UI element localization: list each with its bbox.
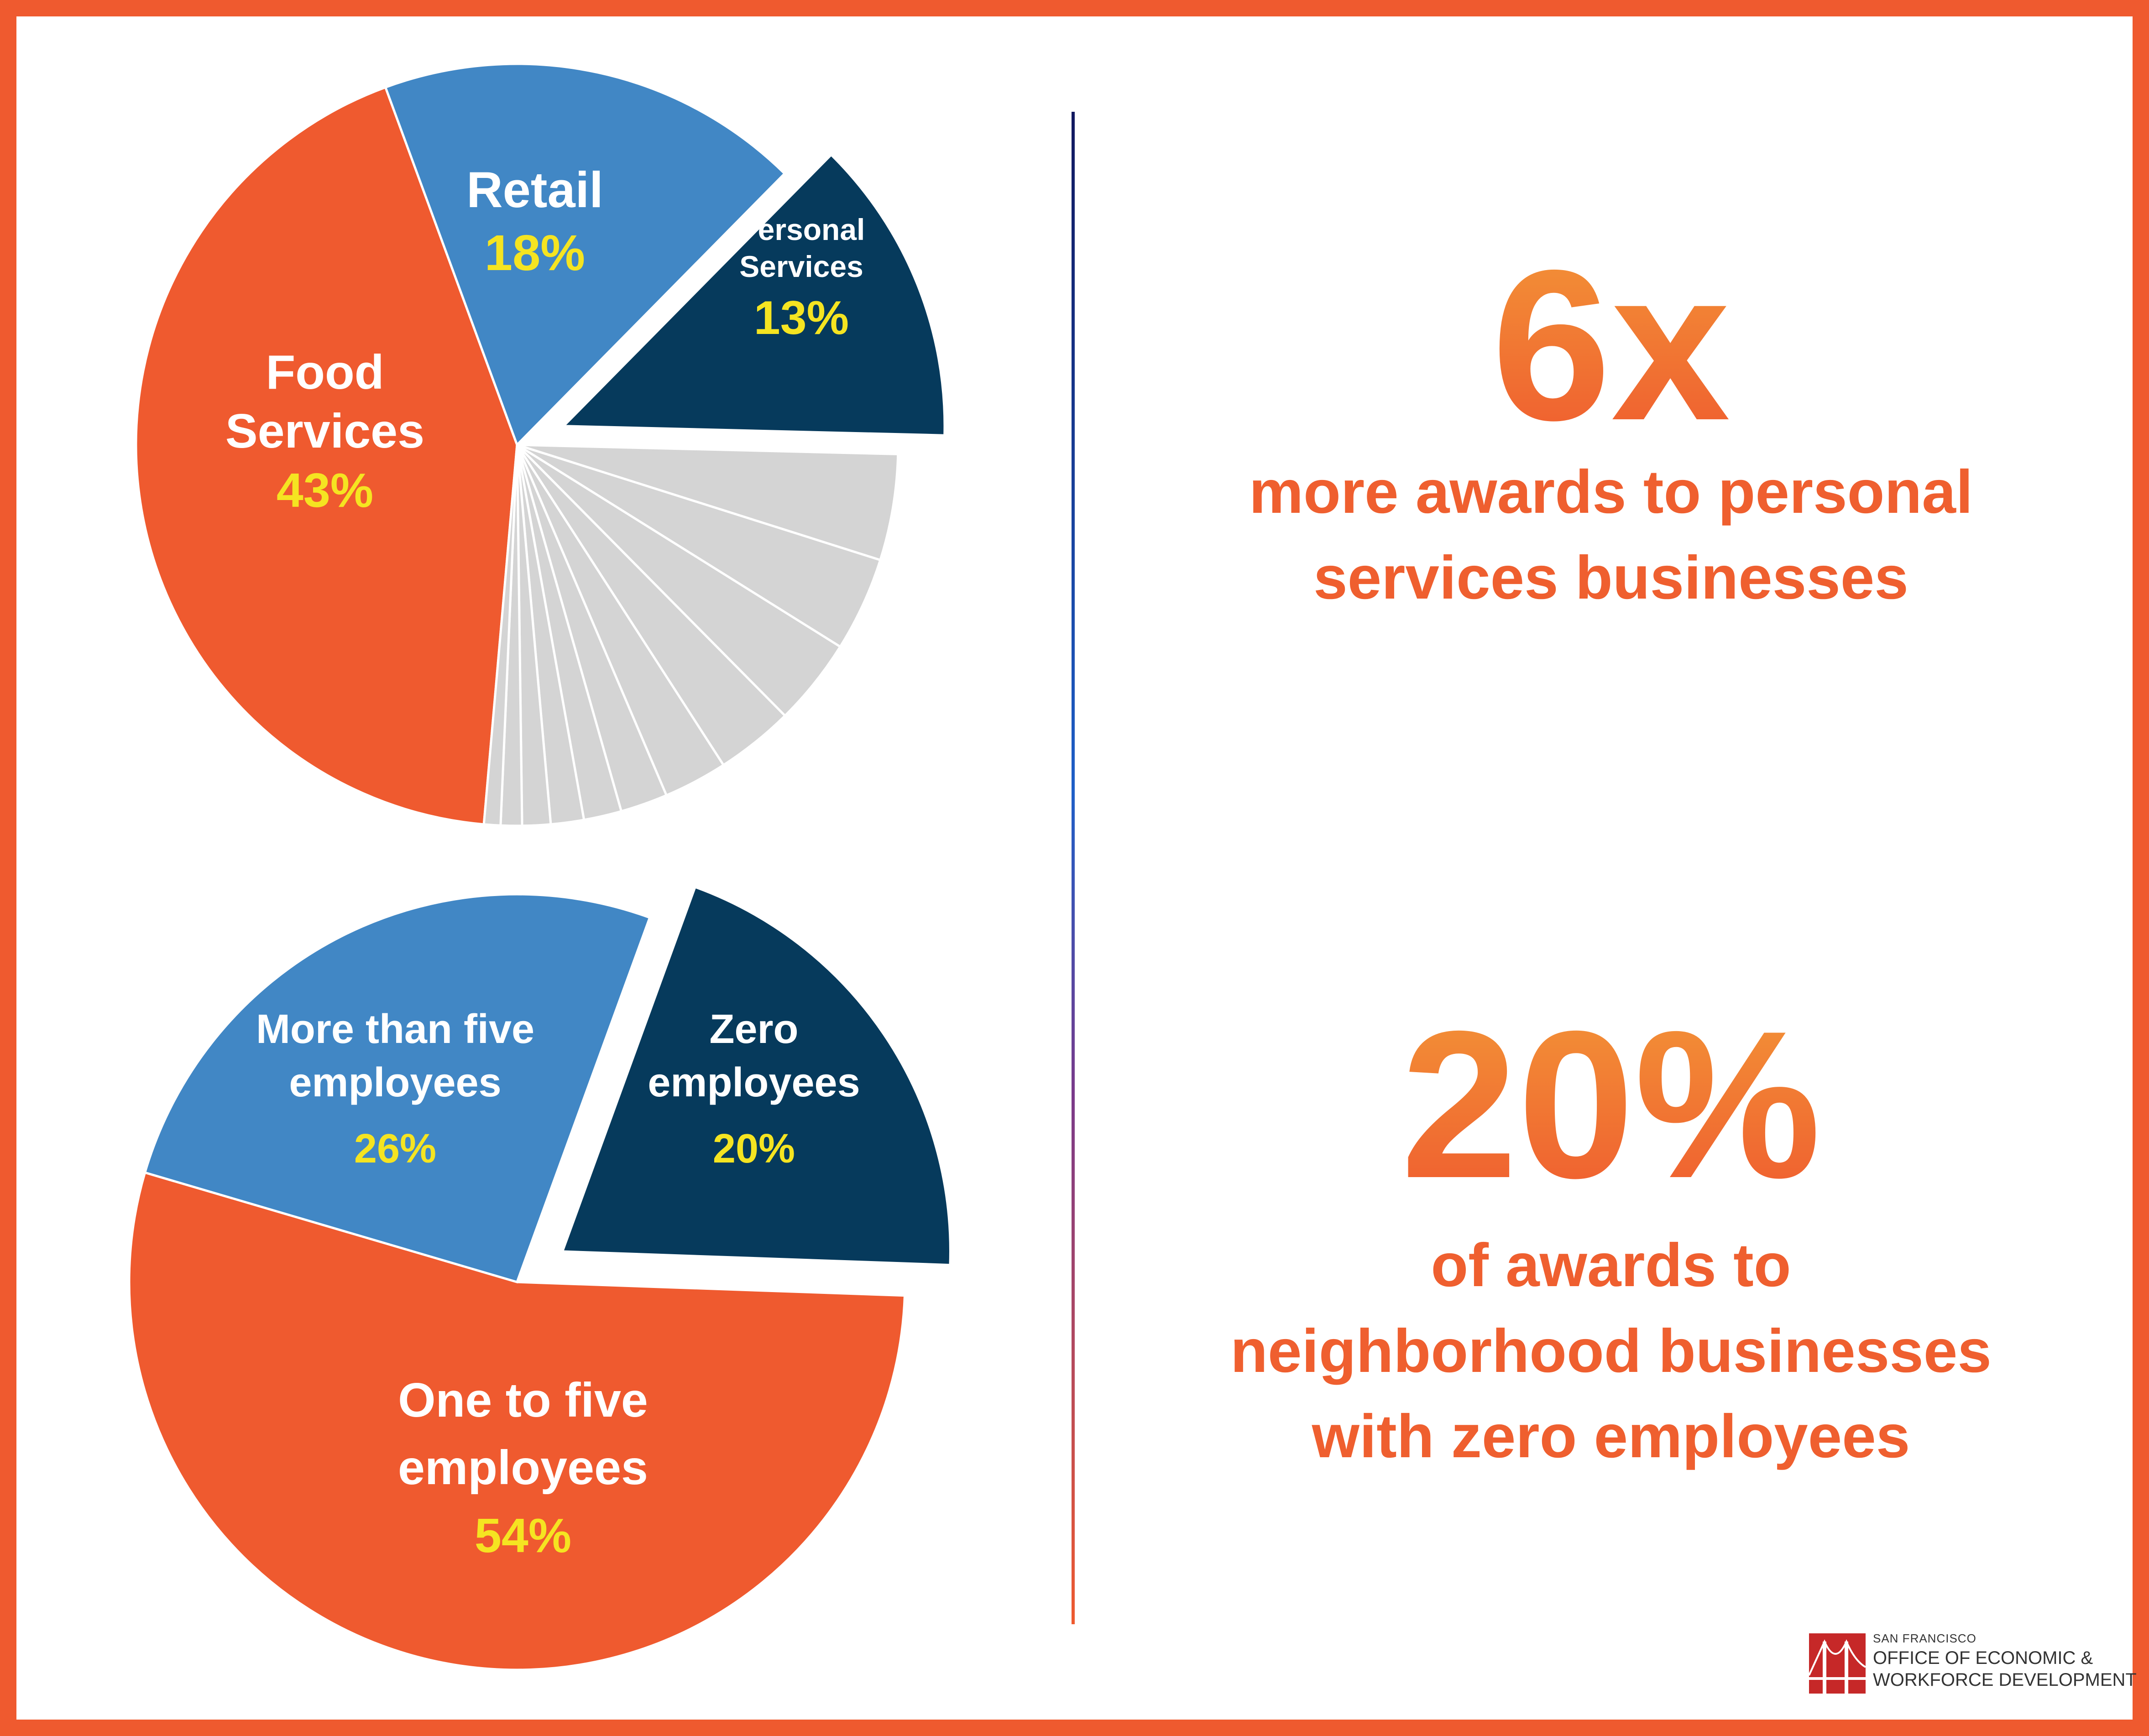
slice-label: Food Services — [225, 345, 425, 459]
pie-slice-other — [516, 443, 842, 718]
label-personal-services: Personal Services 13% — [733, 211, 870, 347]
pie-slice-other — [482, 444, 518, 827]
label-one-to-five: One to five employees 54% — [368, 1366, 678, 1569]
slice-label: Zero employees — [648, 1006, 860, 1105]
pie-slice-personal-services — [561, 153, 946, 437]
pie-slice-food-services — [135, 86, 518, 826]
label-more-than-five: More than five employees 26% — [235, 1003, 555, 1176]
caption-line: with zero employees — [1312, 1402, 1910, 1471]
logo-line-2: WORKFORCE DEVELOPMENT — [1873, 1670, 2137, 1690]
stat-6x-caption: more awards to personal services busines… — [1155, 449, 2067, 620]
bridge-logo-icon — [1809, 1633, 1866, 1694]
slice-label: Retail — [466, 162, 603, 218]
label-zero-employees: Zero employees 20% — [635, 1003, 873, 1176]
pie-slice-one-to-five-employees — [128, 1171, 906, 1671]
label-food-services: Food Services 43% — [206, 343, 444, 520]
stat-20-percent-caption: of awards to neighborhood businesses wit… — [1145, 1223, 2076, 1480]
slice-percent: 13% — [753, 292, 849, 345]
stat-20-percent: 20% — [1223, 995, 1999, 1215]
caption-line: more awards to personal — [1249, 458, 1973, 526]
slice-label: One to five employees — [398, 1373, 648, 1495]
pie-slice-retail — [384, 63, 786, 447]
label-retail: Retail 18% — [466, 159, 603, 284]
pie-slice-other — [516, 443, 882, 648]
caption-line: neighborhood businesses — [1230, 1317, 1992, 1385]
slice-percent: 18% — [484, 224, 586, 281]
slice-label: More than five employees — [256, 1006, 535, 1105]
caption-line: of awards to — [1431, 1231, 1791, 1299]
slice-percent: 26% — [354, 1126, 437, 1172]
pie-slice-other — [517, 443, 899, 562]
slice-percent: 54% — [474, 1508, 572, 1563]
logo-small-text: SAN FRANCISCO — [1873, 1632, 1976, 1645]
slice-percent: 43% — [276, 463, 374, 517]
pie-slice-zero-employees — [560, 885, 952, 1267]
stat-6x: 6x — [1314, 233, 1908, 458]
oewd-logo: SAN FRANCISCO OFFICE OF ECONOMIC & WORKF… — [1809, 1629, 2137, 1702]
slice-label: Personal Services — [737, 213, 865, 283]
slice-percent: 20% — [712, 1126, 795, 1172]
pie-slice-more-than-five-employees — [143, 893, 651, 1284]
logo-line-1: OFFICE OF ECONOMIC & — [1873, 1648, 2093, 1668]
caption-line: services businesses — [1313, 543, 1908, 612]
divider-line — [1072, 112, 1075, 1624]
